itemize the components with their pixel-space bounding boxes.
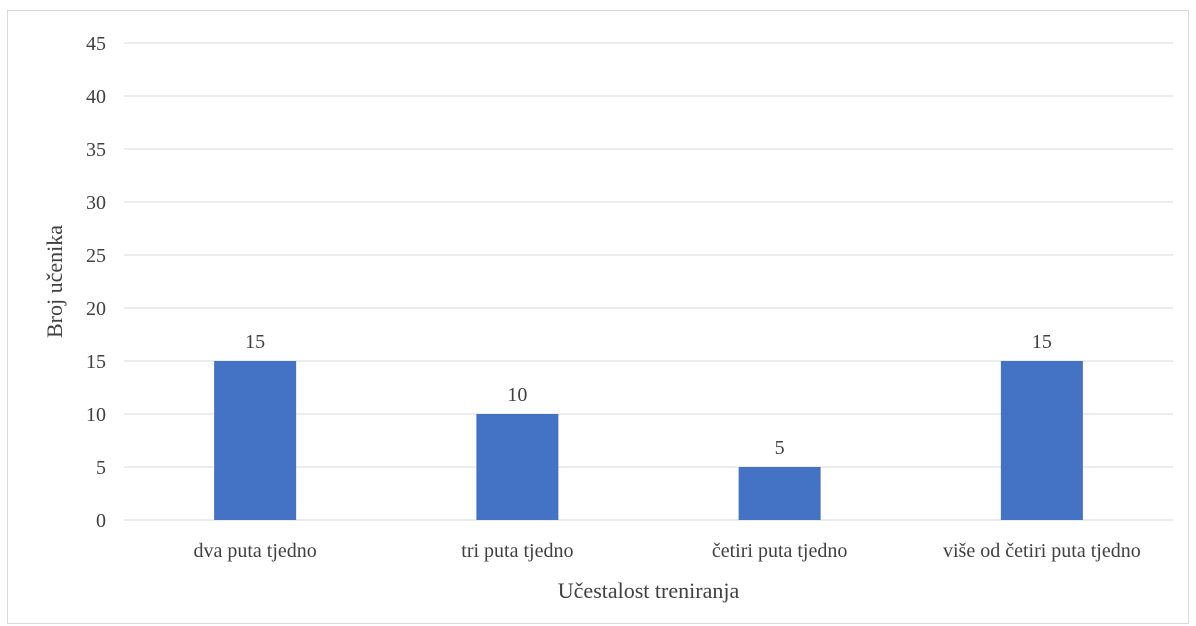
y-tick-label: 30 xyxy=(86,192,106,214)
y-axis-title: Broj učenika xyxy=(42,225,67,338)
y-tick-label: 10 xyxy=(86,404,106,426)
x-tick-label: više od četiri puta tjedno xyxy=(943,540,1141,562)
gridlines xyxy=(124,42,1173,468)
y-tick-label: 0 xyxy=(96,510,106,532)
y-tick-label: 25 xyxy=(86,245,106,267)
x-axis-ticks: dva puta tjedno tri puta tjedno četiri put… xyxy=(193,540,1140,562)
x-tick-label: četiri puta tjedno xyxy=(712,540,848,562)
x-axis-title: Učestalost treniranja xyxy=(558,578,740,603)
bar xyxy=(1000,361,1083,520)
bars xyxy=(214,361,1083,520)
chart-frame xyxy=(7,10,1189,624)
data-label: 15 xyxy=(1032,331,1052,353)
y-tick-label: 40 xyxy=(86,86,106,108)
data-label: 5 xyxy=(775,437,785,459)
x-tick-label: dva puta tjedno xyxy=(193,540,316,562)
y-tick-label: 20 xyxy=(86,298,106,320)
data-label: 10 xyxy=(507,384,527,406)
y-tick-label: 15 xyxy=(86,351,106,373)
x-tick-label: tri puta tjedno xyxy=(461,540,573,562)
bar xyxy=(214,361,297,520)
y-tick-label: 5 xyxy=(96,457,106,479)
bar xyxy=(476,414,559,520)
bar xyxy=(738,467,821,520)
y-tick-label: 35 xyxy=(86,139,106,161)
y-axis-ticks: 0 5 10 15 20 25 30 35 40 45 xyxy=(86,33,106,532)
data-labels: 15 10 5 15 xyxy=(245,331,1052,459)
y-tick-label: 45 xyxy=(86,33,106,55)
data-label: 15 xyxy=(245,331,265,353)
